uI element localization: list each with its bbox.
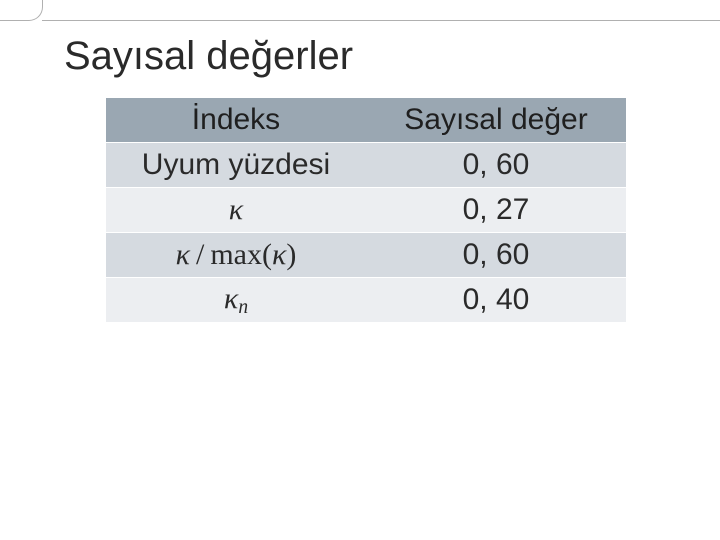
cell-index-1: κ <box>106 188 366 233</box>
cell-value-3: 0, 40 <box>366 278 626 323</box>
cell-index-3: κn <box>106 278 366 323</box>
kappa-n-icon: κn <box>224 282 248 315</box>
cell-index-0: Uyum yüzdesi <box>106 143 366 188</box>
table-row: κ/max(κ) 0, 60 <box>106 233 626 278</box>
cell-value-1: 0, 27 <box>366 188 626 233</box>
header-indeks: İndeks <box>106 98 366 143</box>
cell-value-0: 0, 60 <box>366 143 626 188</box>
header-sayisal-deger: Sayısal değer <box>366 98 626 143</box>
table-row: κ 0, 27 <box>106 188 626 233</box>
slide-title: Sayısal değerler <box>64 34 688 79</box>
table-row: κn 0, 40 <box>106 278 626 323</box>
values-table: İndeks Sayısal değer Uyum yüzdesi 0, 60 … <box>106 97 626 323</box>
kappa-ratio-icon: κ/max(κ) <box>176 238 297 271</box>
cell-index-2: κ/max(κ) <box>106 233 366 278</box>
table-row: Uyum yüzdesi 0, 60 <box>106 143 626 188</box>
table-header-row: İndeks Sayısal değer <box>106 98 626 143</box>
cell-value-2: 0, 60 <box>366 233 626 278</box>
table-container: İndeks Sayısal değer Uyum yüzdesi 0, 60 … <box>106 97 626 323</box>
kappa-icon: κ <box>229 193 243 226</box>
slide: Sayısal değerler İndeks Sayısal değer Uy… <box>0 0 720 540</box>
